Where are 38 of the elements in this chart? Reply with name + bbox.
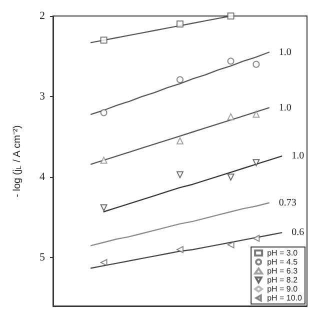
y-tick-label: 5 <box>40 252 46 264</box>
point <box>176 137 184 144</box>
series-label: 1.0 <box>278 102 292 114</box>
point <box>252 159 260 166</box>
point <box>100 204 108 212</box>
point <box>227 58 234 65</box>
point <box>252 60 260 68</box>
point <box>252 110 260 118</box>
point <box>176 20 184 28</box>
line-series <box>90 202 270 246</box>
legend-label: pH = 4.5 <box>267 258 298 266</box>
series-label: 1.0 <box>278 46 292 58</box>
line-series <box>90 107 270 165</box>
point <box>227 113 234 120</box>
point <box>100 259 108 266</box>
legend-label: pH = 6.3 <box>267 266 298 276</box>
series-label: 1.0 <box>292 150 304 162</box>
point <box>176 171 184 178</box>
point <box>176 246 184 254</box>
series-label: 0.73 <box>278 197 296 208</box>
y-tick-label: 4 <box>40 171 46 184</box>
point <box>227 174 234 181</box>
point <box>227 12 234 20</box>
point <box>100 36 108 44</box>
point <box>176 76 184 84</box>
point <box>100 156 108 164</box>
point <box>252 234 260 242</box>
y-tick-label: 2 <box>40 10 45 22</box>
point <box>100 109 108 116</box>
legend-label: pH = 10.0 <box>267 294 303 302</box>
line-series <box>90 232 282 269</box>
legend-label: pH = 8.2 <box>267 276 298 284</box>
legend-label: pH = 3.0 <box>267 248 298 258</box>
legend-label: pH = 9.0 <box>267 284 298 294</box>
series-label: 0.6 <box>292 227 304 238</box>
point <box>227 241 234 248</box>
line-series <box>90 52 270 115</box>
y-tick-label: 3 <box>40 90 46 103</box>
